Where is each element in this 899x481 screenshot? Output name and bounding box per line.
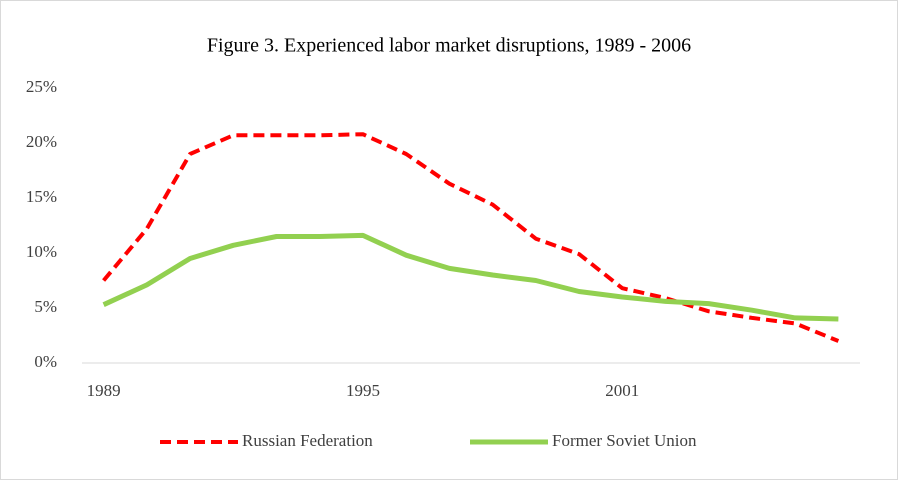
series-line bbox=[102, 132, 840, 343]
y-tick-label: 25% bbox=[26, 77, 57, 96]
y-tick-label: 5% bbox=[34, 297, 57, 316]
x-tick-label: 1995 bbox=[346, 381, 380, 400]
x-tick-label: 1989 bbox=[87, 381, 121, 400]
y-tick-label: 15% bbox=[26, 187, 57, 206]
x-tick-label: 2001 bbox=[605, 381, 639, 400]
legend-label: Russian Federation bbox=[242, 431, 373, 450]
series-line bbox=[102, 232, 839, 322]
y-tick-label: 20% bbox=[26, 132, 57, 151]
chart-title: Figure 3. Experienced labor market disru… bbox=[207, 35, 691, 57]
y-tick-label: 0% bbox=[34, 352, 57, 371]
y-tick-label: 10% bbox=[26, 242, 57, 261]
legend-label: Former Soviet Union bbox=[552, 431, 697, 450]
